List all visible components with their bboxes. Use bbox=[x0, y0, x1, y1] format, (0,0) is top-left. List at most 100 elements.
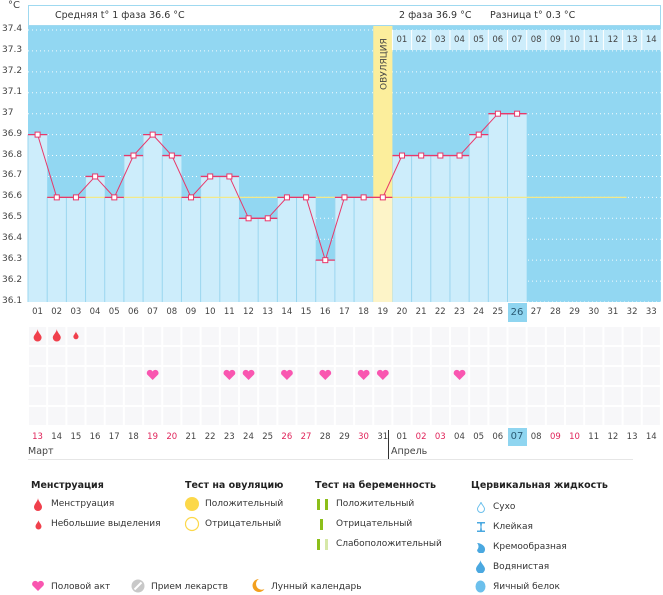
marker-cell bbox=[163, 387, 181, 405]
month-april: Апрель bbox=[391, 446, 428, 457]
temperature-bar bbox=[411, 155, 431, 302]
x-tick-label: 24 bbox=[473, 307, 485, 317]
marker-cell bbox=[450, 387, 469, 405]
temperature-bar bbox=[162, 155, 182, 302]
temperature-chart: ОВУЛЯЦИЯ bbox=[27, 5, 661, 425]
calendar-date: 02 bbox=[415, 432, 427, 442]
marker-cell bbox=[642, 327, 660, 345]
legend-dry: Сухо bbox=[493, 502, 516, 512]
marker-cell bbox=[374, 387, 392, 405]
marker-cell bbox=[144, 387, 162, 405]
x-tick-label: 26 bbox=[507, 303, 527, 322]
temperature-point bbox=[437, 152, 444, 159]
temperature-bar bbox=[181, 197, 201, 302]
x-tick-label: 33 bbox=[645, 307, 657, 317]
marker-cell bbox=[105, 367, 123, 385]
temperature-bar bbox=[430, 155, 450, 302]
legend-sticky: Клейкая bbox=[493, 522, 533, 532]
marker-cell bbox=[527, 367, 545, 385]
marker-cell bbox=[393, 327, 411, 345]
month-divider bbox=[388, 430, 389, 459]
marker-cell bbox=[566, 327, 584, 345]
marker-cell bbox=[220, 327, 238, 345]
marker-cell bbox=[412, 387, 430, 405]
marker-cell bbox=[585, 407, 603, 425]
marker-cell bbox=[546, 347, 565, 365]
heart-icon bbox=[281, 369, 293, 380]
heart-icon bbox=[319, 369, 332, 380]
y-tick-label: 36.4 bbox=[2, 233, 23, 244]
x-tick-label: 23 bbox=[454, 307, 465, 317]
marker-cell bbox=[393, 387, 411, 405]
x-tick-label: 30 bbox=[588, 307, 600, 317]
marker-cell bbox=[163, 327, 181, 345]
temperature-point bbox=[53, 194, 60, 201]
marker-cell bbox=[470, 327, 488, 345]
x-tick-label: 10 bbox=[204, 307, 216, 317]
temperature-bar bbox=[28, 134, 48, 302]
marker-cell bbox=[489, 327, 507, 345]
temperature-difference: Разница t° 0.3 °C bbox=[490, 10, 576, 21]
x-tick-label: 28 bbox=[549, 307, 561, 317]
marker-cell bbox=[431, 387, 449, 405]
marker-cell bbox=[527, 387, 545, 405]
heart-icon bbox=[32, 580, 44, 591]
phase2-day-label: 10 bbox=[569, 35, 580, 45]
calendar-date: 11 bbox=[588, 432, 600, 442]
pill-icon bbox=[131, 579, 145, 593]
marker-cell bbox=[546, 367, 565, 385]
marker-cell bbox=[585, 367, 603, 385]
marker-cell bbox=[182, 367, 200, 385]
x-tick-label: 18 bbox=[358, 307, 369, 317]
marker-cell bbox=[604, 407, 622, 425]
heart-icon bbox=[453, 369, 466, 380]
legend-watery: Водянистая bbox=[493, 562, 550, 572]
temperature-point bbox=[418, 152, 425, 159]
calendar-date: 29 bbox=[338, 432, 350, 442]
phase2-day-label: 08 bbox=[530, 35, 542, 45]
heart-icon bbox=[357, 369, 370, 380]
marker-cell bbox=[201, 387, 219, 405]
y-tick-label: 36.8 bbox=[2, 149, 23, 160]
marker-cell bbox=[546, 327, 565, 345]
temperature-point bbox=[341, 194, 348, 201]
marker-cell bbox=[124, 387, 143, 405]
marker-cell bbox=[297, 367, 315, 385]
temperature-point bbox=[188, 194, 195, 201]
marker-cell bbox=[86, 407, 104, 425]
phase2-day-label: 06 bbox=[492, 35, 504, 45]
calendar-date: 24 bbox=[243, 432, 254, 442]
calendar-date: 21 bbox=[185, 432, 197, 442]
x-tick-label: 20 bbox=[396, 307, 408, 317]
marker-cell bbox=[450, 327, 469, 345]
marker-cell bbox=[585, 347, 603, 365]
calendar-date: 26 bbox=[281, 432, 293, 442]
marker-cell bbox=[642, 367, 660, 385]
marker-cell bbox=[86, 367, 104, 385]
y-tick-label: 36.6 bbox=[2, 191, 23, 202]
x-tick-label: 03 bbox=[70, 307, 82, 317]
chart-header: Средняя t° 1 фаза 36.6 °C 2 фаза 36.9 °C… bbox=[28, 5, 661, 26]
x-tick-label: 06 bbox=[127, 307, 139, 317]
marker-cell bbox=[623, 367, 641, 385]
marker-cell bbox=[508, 367, 526, 385]
marker-cell bbox=[29, 367, 47, 385]
temperature-bar bbox=[334, 197, 355, 302]
sun-filled-icon bbox=[185, 497, 199, 511]
marker-cell bbox=[623, 347, 641, 365]
test-negative-icon bbox=[320, 519, 323, 530]
marker-cell bbox=[316, 327, 334, 345]
calendar-date: 31 bbox=[377, 432, 389, 442]
calendar-date: 27 bbox=[300, 432, 312, 442]
marker-cell bbox=[29, 407, 47, 425]
phase1-average: Средняя t° 1 фаза 36.6 °C bbox=[55, 10, 185, 21]
marker-cell bbox=[144, 327, 162, 345]
temperature-bar bbox=[449, 155, 470, 302]
marker-cell bbox=[182, 387, 200, 405]
marker-cell bbox=[489, 347, 507, 365]
marker-cell bbox=[412, 367, 430, 385]
marker-cell bbox=[67, 387, 85, 405]
marker-cell bbox=[604, 387, 622, 405]
temperature-point bbox=[92, 173, 99, 180]
marker-cell bbox=[48, 387, 66, 405]
